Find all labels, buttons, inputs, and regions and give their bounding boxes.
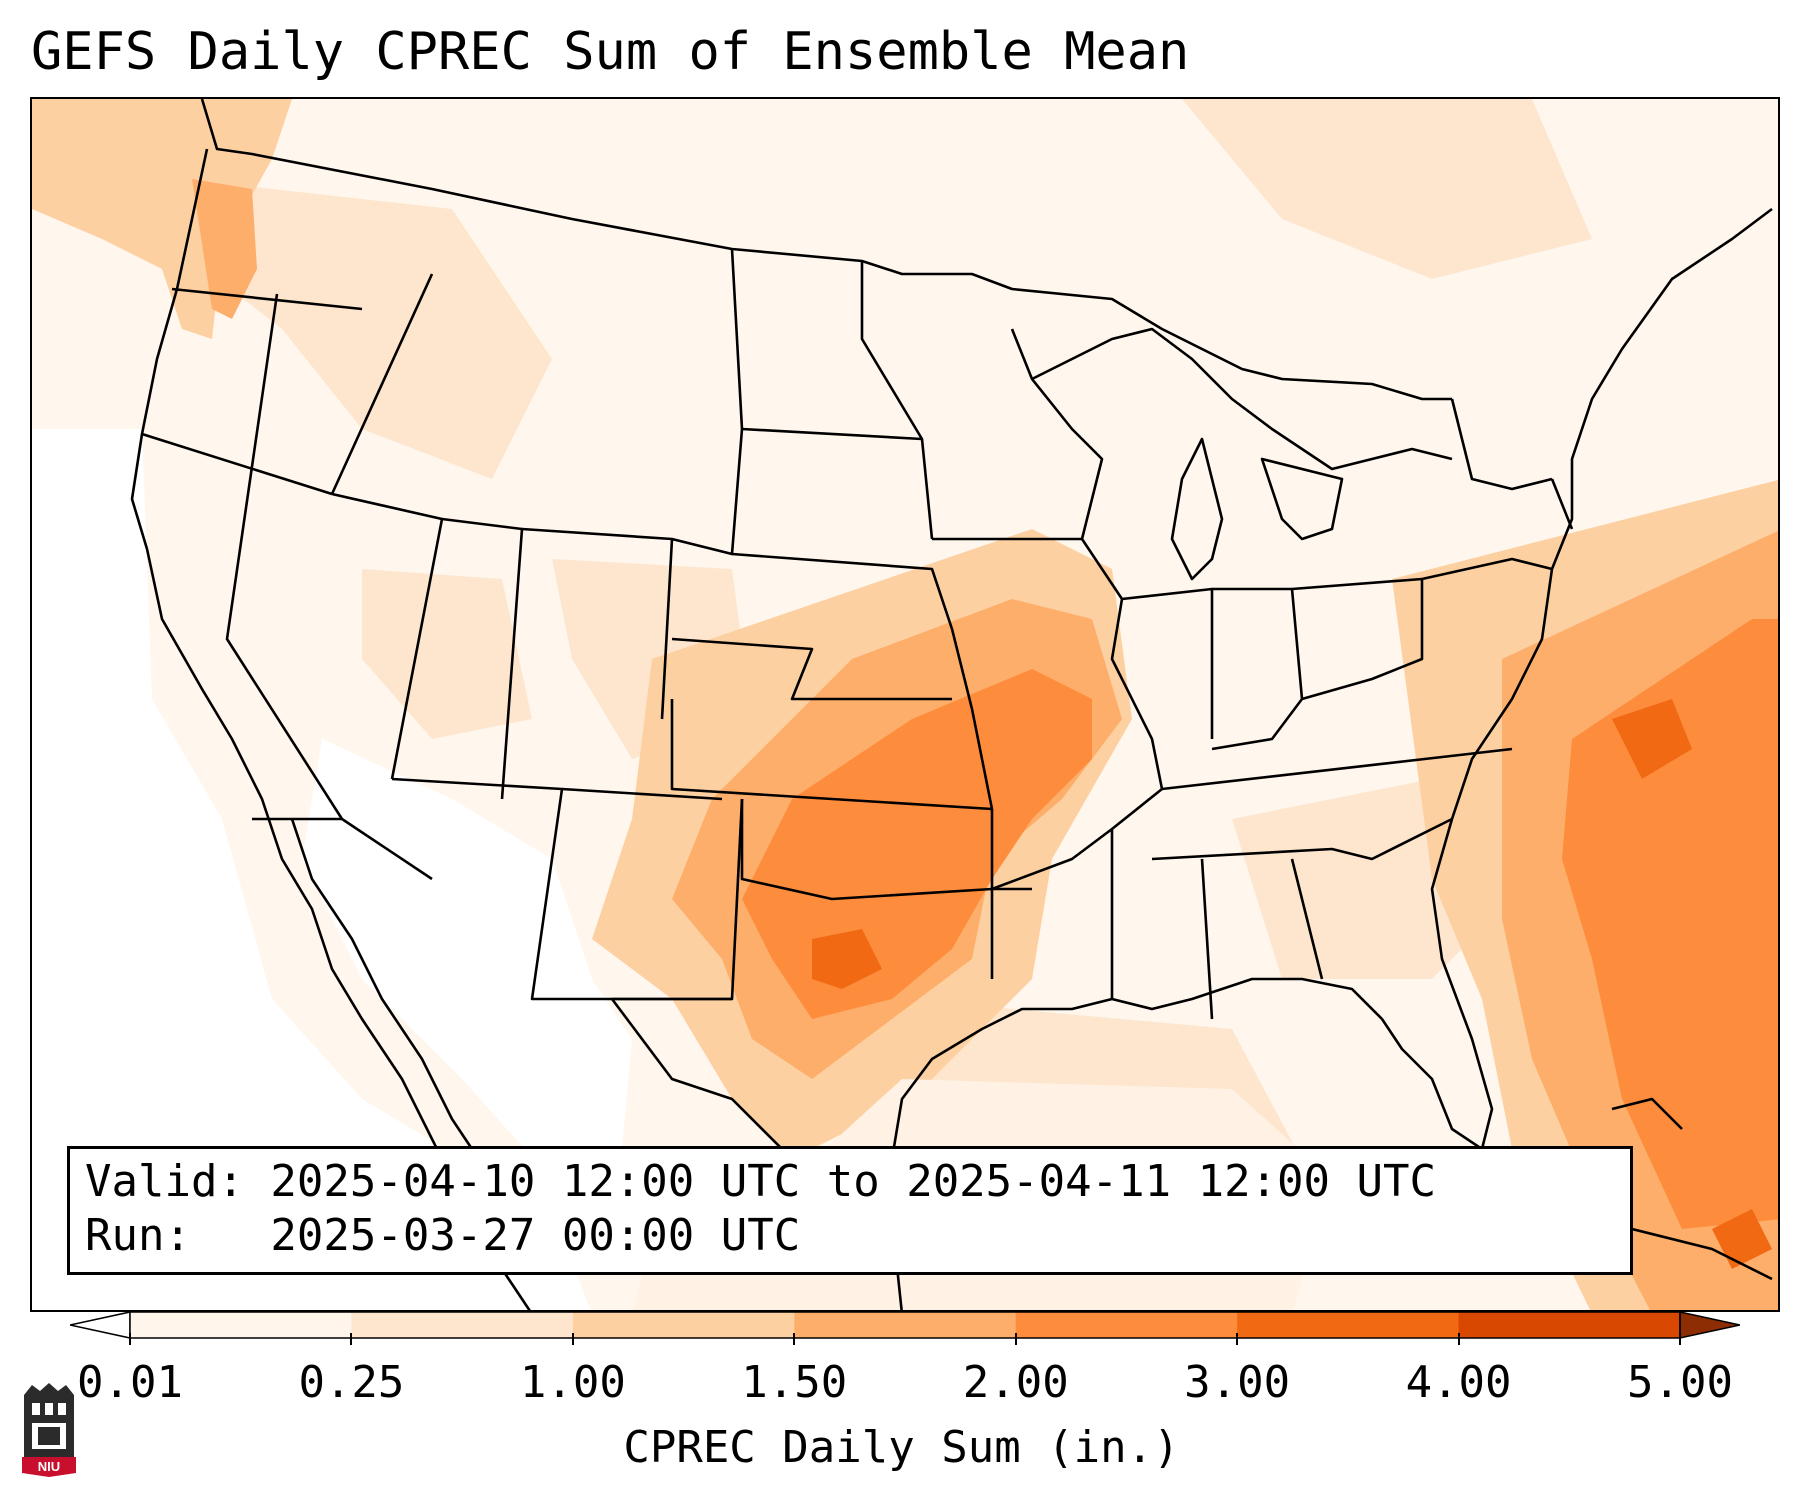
colorbar-segment (572, 1312, 795, 1338)
precip-pacific-northwest (32, 99, 292, 339)
dry-area-pacific (32, 429, 591, 1310)
colorbar-frame (129, 1311, 1681, 1339)
colorbar-segment (794, 1312, 1017, 1338)
colorbar-tick (1679, 1333, 1681, 1345)
colorbar-segment (1237, 1312, 1460, 1338)
colorbar-tick (793, 1333, 796, 1345)
colorbar-segment (1458, 1312, 1681, 1338)
colorbar-label: CPREC Daily Sum (in.) (623, 1422, 1180, 1473)
colorbar-tick (1014, 1333, 1017, 1345)
run-time-text: Run: 2025-03-27 00:00 UTC (85, 1210, 801, 1261)
colorbar-tick (129, 1333, 131, 1345)
map-title: GEFS Daily CPREC Sum of Ensemble Mean (31, 22, 1190, 82)
precip-300 (812, 699, 1772, 1269)
colorbar-segment (1015, 1312, 1238, 1338)
boundaries (130, 99, 1773, 1310)
dry-area-southwest (302, 739, 632, 1179)
colorbar-tick-label: 2.00 (962, 1357, 1069, 1408)
precip-200 (742, 619, 1778, 1229)
colorbar-tick-label: 4.00 (1405, 1357, 1512, 1408)
colorbar-segment (351, 1312, 574, 1338)
colorbar-segment (130, 1312, 352, 1338)
colorbar-tick-label: 1.00 (519, 1357, 626, 1408)
colorbar-ticks: 0.01 0.25 1.00 1.50 2.00 3.00 4.00 5.00 (0, 1333, 1803, 1408)
colorbar-tick (350, 1333, 353, 1345)
map-canvas (32, 99, 1778, 1310)
colorbar-tick-label: 3.00 (1184, 1357, 1291, 1408)
precip-map (30, 97, 1780, 1312)
valid-run-box: Valid: 2025-04-10 12:00 UTC to 2025-04-1… (67, 1146, 1633, 1275)
colorbar-tick-label: 0.25 (298, 1357, 405, 1408)
colorbar-tick-label: 1.50 (741, 1357, 848, 1408)
colorbar-tick (571, 1333, 574, 1345)
colorbar (70, 1311, 1740, 1339)
colorbar-tick (1457, 1333, 1460, 1345)
niu-logo-text: NIU (38, 1459, 60, 1474)
niu-logo: NIU (22, 1383, 76, 1477)
precip-cascades (192, 179, 257, 319)
valid-time-text: Valid: 2025-04-10 12:00 UTC to 2025-04-1… (85, 1156, 1437, 1207)
colorbar-tick-label: 5.00 (1627, 1357, 1733, 1408)
colorbar-tick-label: 0.01 (77, 1357, 183, 1408)
colorbar-tick (1236, 1333, 1239, 1345)
